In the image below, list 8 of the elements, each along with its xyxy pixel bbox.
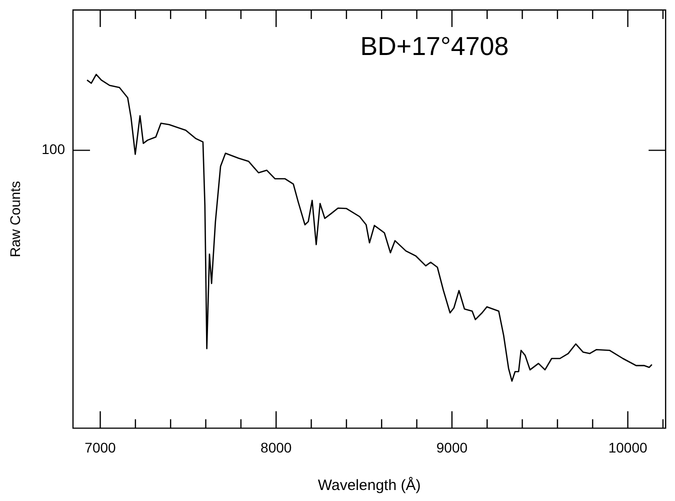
x-tick-label: 9000 [436, 439, 468, 456]
text: 100 [42, 141, 66, 158]
chart-title: BD+17°4708 [360, 31, 509, 62]
x-tick-label: 10000 [608, 439, 648, 456]
x-tick-label: 7000 [84, 439, 116, 456]
y-axis-title: Raw Counts [6, 180, 23, 258]
x-axis-title: Wavelength (Å) [318, 476, 421, 494]
x-tick-label: 8000 [260, 439, 292, 456]
